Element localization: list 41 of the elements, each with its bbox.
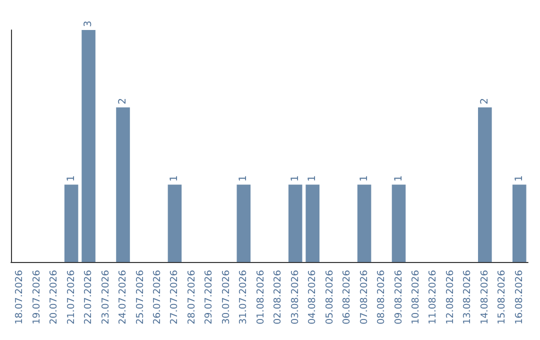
data-label: 3 — [83, 20, 94, 27]
x-tick-label: 08.08.2026 — [376, 270, 388, 324]
x-tick-label: 31.07.2026 — [238, 270, 250, 324]
x-tick-label: 04.08.2026 — [307, 270, 318, 324]
x-tick-label: 14.08.2026 — [479, 270, 490, 324]
data-label: 1 — [238, 175, 250, 182]
x-tick-label: 21.07.2026 — [66, 270, 77, 324]
data-label: 1 — [358, 175, 370, 182]
x-tick-label: 20.07.2026 — [48, 270, 60, 324]
data-label: 1 — [307, 175, 318, 182]
data-label: 1 — [290, 175, 301, 182]
x-tick-label: 16.08.2026 — [514, 270, 525, 324]
x-tick-label: 02.08.2026 — [272, 270, 284, 324]
data-label: 1 — [66, 175, 77, 182]
x-tick-label: 22.07.2026 — [83, 270, 94, 324]
x-tick-label: 27.07.2026 — [169, 270, 180, 324]
x-tick-label: 11.08.2026 — [428, 270, 439, 324]
x-tick-label: 15.08.2026 — [496, 270, 508, 324]
x-tick-label: 07.08.2026 — [358, 270, 370, 324]
data-label: 2 — [118, 98, 129, 104]
x-tick-label: 23.07.2026 — [100, 270, 112, 324]
data-label: 2 — [479, 98, 490, 104]
x-tick-label: 19.07.2026 — [31, 270, 42, 324]
x-tick-label: 10.08.2026 — [410, 270, 422, 324]
x-tick-label: 26.07.2026 — [152, 270, 163, 324]
x-tick-label: 24.07.2026 — [118, 270, 129, 324]
x-tick-label: 01.08.2026 — [255, 270, 266, 324]
x-tick-label: 30.07.2026 — [220, 270, 232, 324]
x-tick-label: 09.08.2026 — [393, 270, 404, 324]
data-label: 1 — [514, 175, 525, 182]
x-tick-label: 06.08.2026 — [342, 270, 353, 324]
x-tick-label: 28.07.2026 — [186, 270, 198, 324]
x-tick-label: 13.08.2026 — [462, 270, 474, 324]
data-label: 1 — [393, 175, 404, 182]
x-tick-label: 03.08.2026 — [290, 270, 301, 324]
x-tick-label: 05.08.2026 — [324, 270, 336, 324]
x-tick-label: 25.07.2026 — [134, 270, 146, 324]
x-tick-label: 12.08.2026 — [444, 270, 456, 324]
x-tick-label: 18.07.2026 — [14, 270, 26, 324]
data-label: 1 — [169, 175, 180, 182]
x-tick-label: 29.07.2026 — [204, 270, 215, 324]
